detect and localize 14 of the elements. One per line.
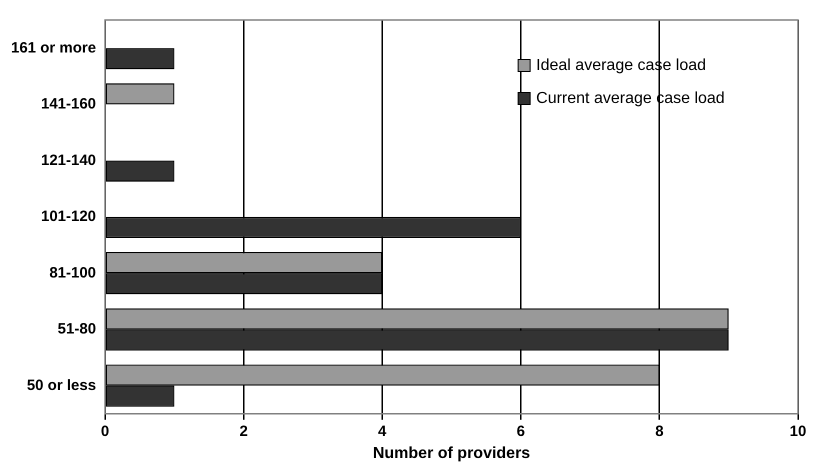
x-tick-label: 6 [516,422,525,440]
y-tick-label: 141-160 [40,96,96,113]
x-tick-label: 4 [378,422,388,440]
y-tick-label: 51-80 [58,320,96,338]
x-tick-label: 8 [655,422,664,440]
x-tick-label: 2 [239,422,248,440]
y-tick-label: 101-120 [40,208,96,226]
y-tick-label: 121-140 [40,152,96,169]
y-tick-label: 81-100 [49,264,96,282]
x-axis-title: Number of providers [372,444,530,462]
y-tick-label: 161 or more [10,39,96,56]
x-tick-label: 0 [100,422,110,440]
x-tick-label: 10 [790,422,806,440]
y-tick-label: 50 or less [26,376,96,394]
